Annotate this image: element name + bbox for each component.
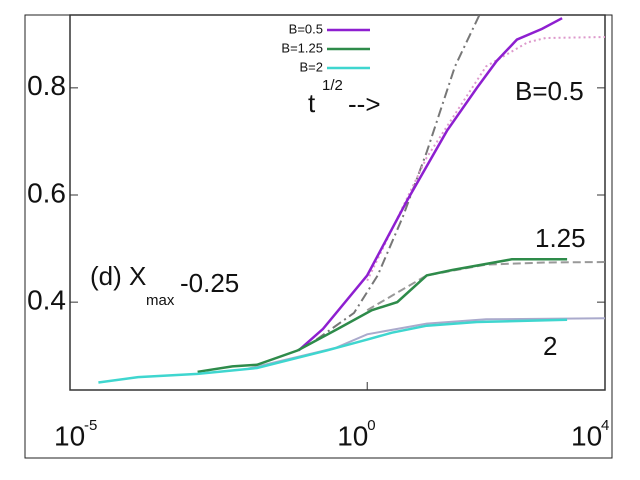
annotation: 1/2 (322, 77, 343, 94)
annotation: t (308, 88, 316, 118)
x-tick-exponent: 4 (601, 417, 609, 434)
reference-curve (315, 12, 482, 341)
annotation: (d) X (90, 261, 146, 291)
x-tick-exponent: 0 (367, 417, 375, 434)
y-tick-label: 0.4 (27, 285, 66, 316)
reference-curve (366, 36, 606, 282)
reference-curve (366, 261, 606, 312)
legend-label: B=2 (300, 59, 324, 74)
annotation: 2 (543, 331, 557, 361)
series-line (98, 318, 568, 384)
x-tick-label: 10 (337, 420, 368, 451)
y-tick-label: 0.8 (27, 70, 66, 101)
annotation: --> (348, 89, 381, 119)
series-line (297, 17, 563, 352)
annotation: 1.25 (535, 223, 586, 253)
plot-area (69, 14, 606, 391)
y-tick-label: 0.6 (27, 177, 66, 208)
annotation: -0.25 (180, 268, 239, 298)
series-line (197, 258, 568, 374)
legend-label: B=0.5 (289, 21, 323, 36)
annotation: B=0.5 (515, 76, 584, 106)
x-tick-label: 10 (54, 420, 85, 451)
x-tick-label: 10 (571, 420, 602, 451)
annotation: max (146, 292, 175, 309)
x-tick-exponent: -5 (84, 417, 97, 434)
legend-label: B=1.25 (281, 40, 323, 55)
